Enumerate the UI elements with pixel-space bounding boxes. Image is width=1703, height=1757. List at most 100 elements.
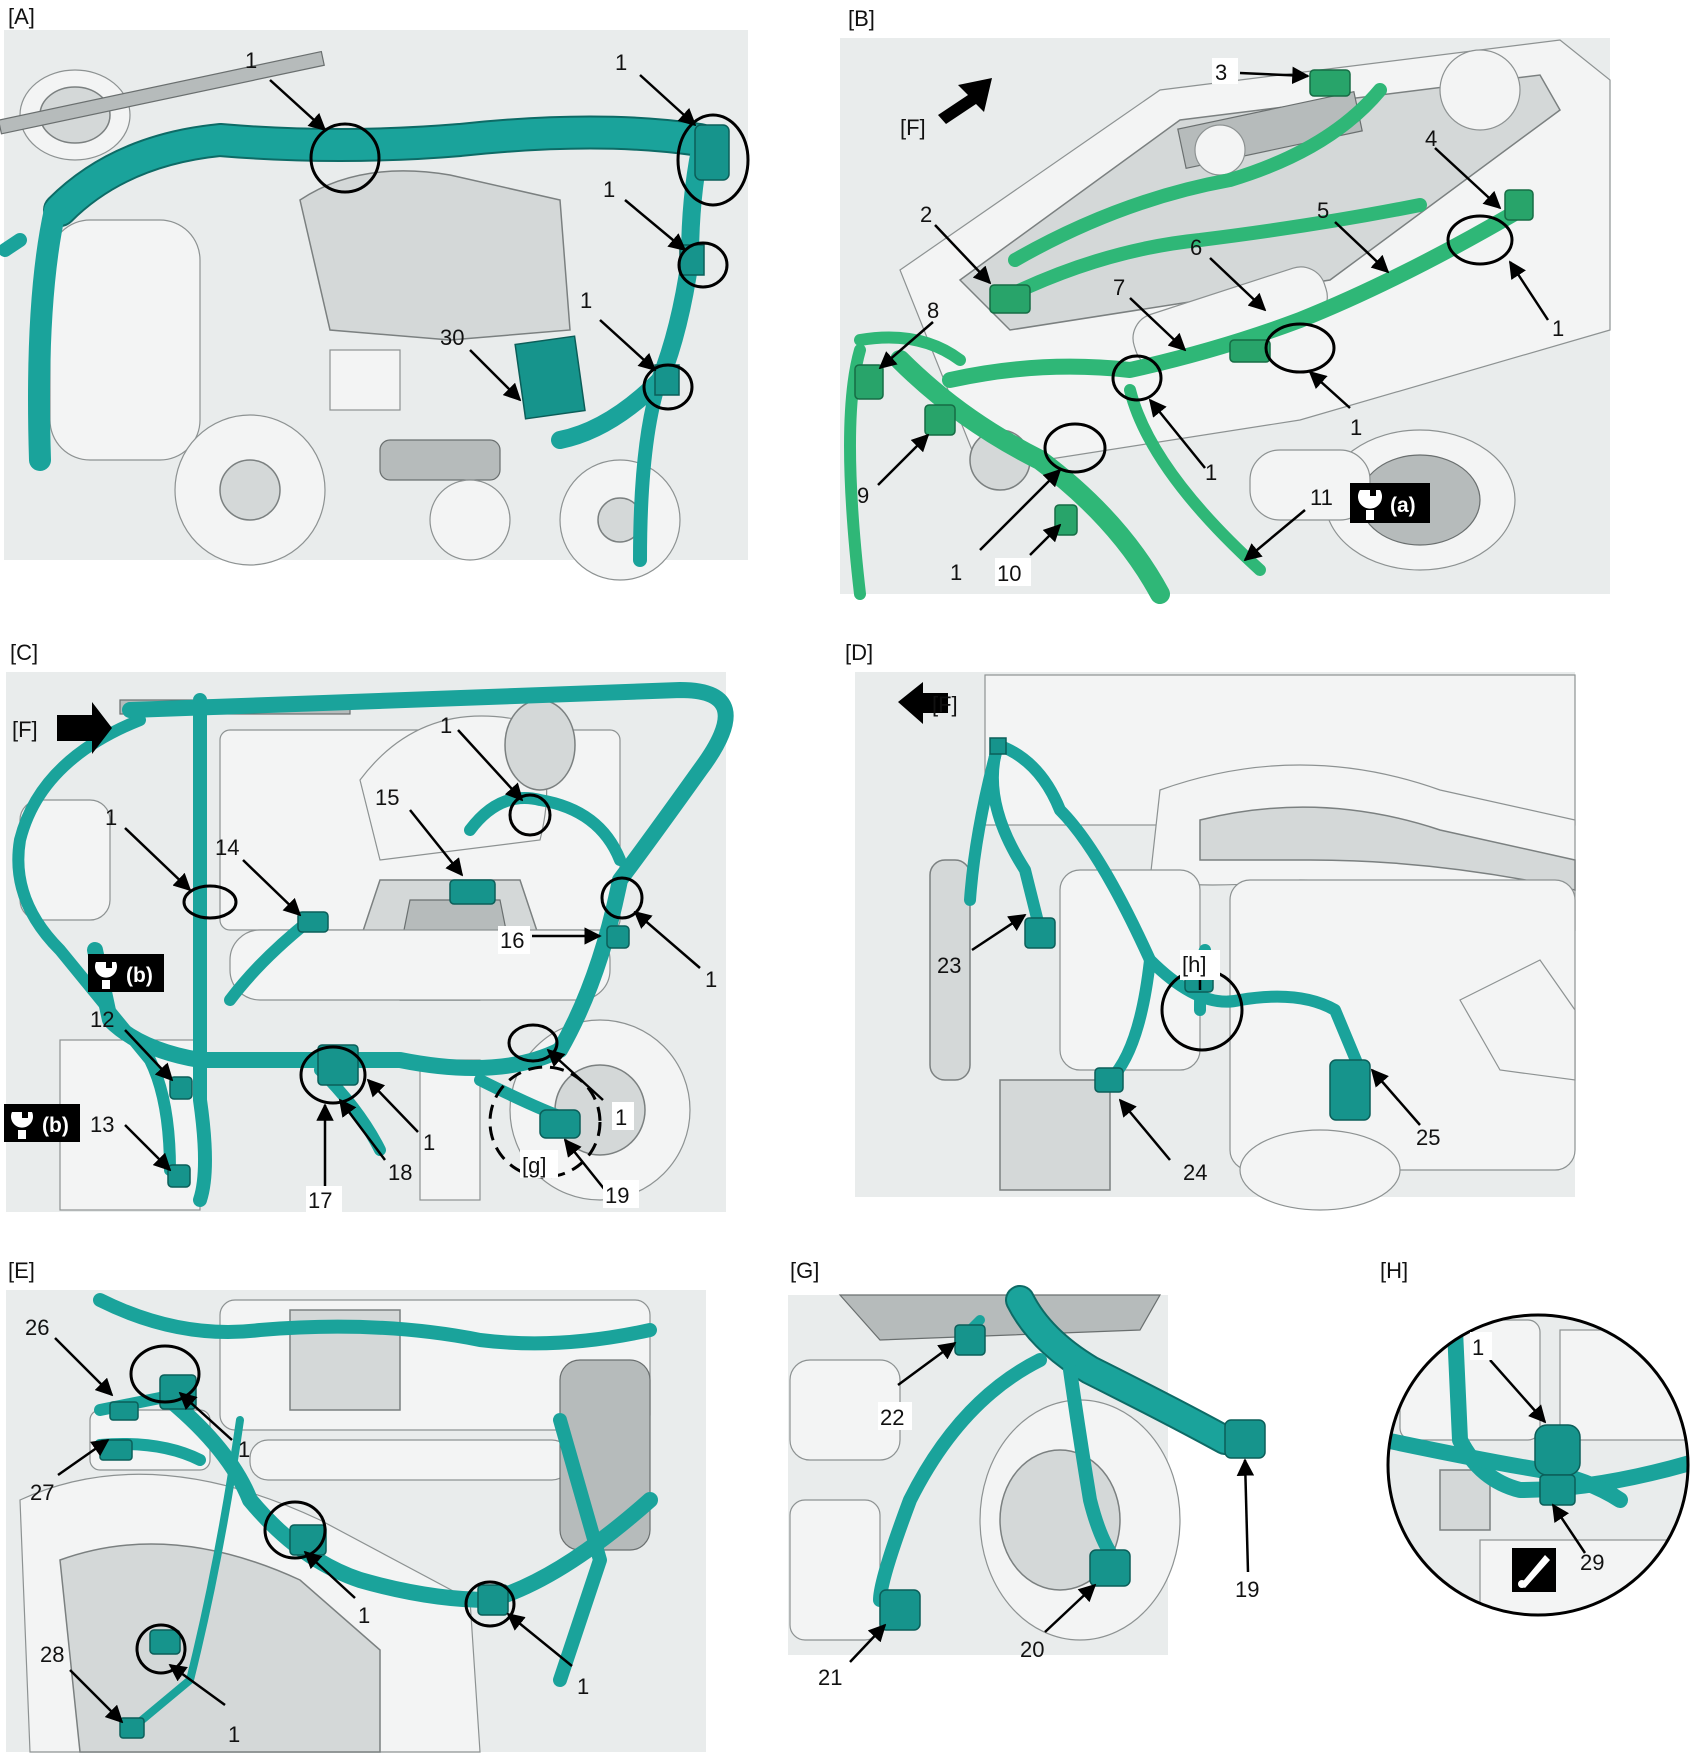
leader-line bbox=[124, 827, 192, 892]
detail-h-label: [h] bbox=[1182, 952, 1206, 977]
leader-line bbox=[1334, 221, 1390, 274]
panel-c-markers: 1 1 14 15 16 1 12 13 17 18 1 1 19 [g] [F… bbox=[4, 702, 717, 1213]
callout: 22 bbox=[880, 1405, 904, 1430]
panel-e-label: [E] bbox=[8, 1258, 35, 1283]
panel-e: [E] bbox=[6, 1258, 706, 1753]
panel-h-detail bbox=[1388, 1315, 1688, 1615]
clamp-circle bbox=[464, 1580, 516, 1628]
leader-line bbox=[124, 1124, 172, 1172]
clamp-circle bbox=[1111, 354, 1163, 402]
leader-line bbox=[57, 1438, 110, 1477]
callout: 23 bbox=[937, 953, 961, 978]
callout: 27 bbox=[30, 1480, 54, 1505]
callout: 4 bbox=[1425, 126, 1437, 151]
callout: 1 bbox=[1552, 316, 1564, 341]
leader-line bbox=[1434, 147, 1502, 210]
detail-g-label: [g] bbox=[522, 1153, 546, 1178]
panel-g-harness bbox=[873, 1285, 1266, 1631]
panel-c-harness bbox=[12, 682, 734, 1207]
front-marker: [F] bbox=[900, 115, 926, 140]
callout: 16 bbox=[500, 928, 524, 953]
leader-line bbox=[124, 1029, 174, 1082]
panel-a-markers: 1 1 1 1 30 bbox=[245, 48, 750, 411]
leader-line bbox=[409, 809, 464, 877]
leader-line bbox=[934, 224, 992, 285]
panel-e-markers: 26 27 1 1 28 1 1 bbox=[25, 1315, 589, 1747]
leader-line bbox=[506, 1612, 573, 1667]
leader-line bbox=[1239, 66, 1310, 85]
clamp-circle bbox=[309, 122, 381, 194]
callout: 14 bbox=[215, 835, 239, 860]
callout: 11 bbox=[1310, 485, 1333, 510]
leader-line bbox=[979, 468, 1062, 551]
callout: 3 bbox=[1215, 60, 1227, 85]
leader-line bbox=[457, 729, 524, 802]
leader-line bbox=[849, 1623, 887, 1663]
callout: 1 bbox=[577, 1674, 589, 1699]
leader-line bbox=[69, 1669, 124, 1724]
front-marker: [F] bbox=[12, 717, 38, 742]
leader-line bbox=[242, 859, 302, 917]
leader-line bbox=[1236, 1458, 1255, 1573]
front-arrow-icon bbox=[938, 78, 992, 124]
clamp-circle bbox=[1043, 422, 1107, 474]
panel-c-label: [C] bbox=[10, 640, 38, 665]
leader-line bbox=[338, 1098, 386, 1161]
leader-line bbox=[639, 74, 697, 127]
leader-line bbox=[1370, 1068, 1421, 1126]
leader-line bbox=[366, 1078, 419, 1133]
callout: 2 bbox=[920, 202, 932, 227]
leader-line bbox=[1118, 1098, 1171, 1161]
callout: 5 bbox=[1317, 198, 1329, 223]
callout: 1 bbox=[603, 177, 615, 202]
callout: 1 bbox=[440, 713, 452, 738]
callout: 1 bbox=[423, 1130, 435, 1155]
callout: 20 bbox=[1020, 1637, 1044, 1662]
tool-badge-label: (a) bbox=[1390, 494, 1416, 517]
callout: 1 bbox=[105, 805, 117, 830]
callout: 15 bbox=[375, 785, 399, 810]
callout: 29 bbox=[1580, 1550, 1604, 1575]
callout: 1 bbox=[615, 50, 627, 75]
callout: 12 bbox=[90, 1007, 114, 1032]
leader-line bbox=[563, 1138, 606, 1191]
panel-g: [G] 22 21 20 19 bbox=[788, 1258, 1266, 1690]
leader-line bbox=[303, 1550, 356, 1599]
leader-line bbox=[1044, 1583, 1097, 1633]
leader-line bbox=[546, 1048, 604, 1101]
callout: 1 bbox=[238, 1437, 250, 1462]
clamp-circle bbox=[299, 1045, 367, 1105]
leader-line bbox=[1508, 260, 1550, 321]
panel-b-markers: 3 2 4 5 6 7 8 9 10 11 1 1 1 1 [F] (a) bbox=[857, 58, 1564, 586]
callout: 1 bbox=[950, 560, 962, 585]
leader-line bbox=[878, 321, 934, 370]
panel-d-markers: [h] 23 24 25 [F] bbox=[898, 682, 1440, 1185]
panel-b-label: [B] bbox=[848, 6, 875, 31]
panel-c: [C] bbox=[4, 640, 734, 1213]
callout: 1 bbox=[615, 1105, 627, 1130]
front-arrow-icon bbox=[57, 702, 112, 754]
detail-g-circle bbox=[488, 1065, 602, 1179]
clamp-circle bbox=[677, 241, 729, 289]
clamp-circle bbox=[507, 1023, 559, 1063]
panel-a: [A] bbox=[0, 4, 750, 581]
leader-line bbox=[1129, 297, 1187, 352]
callout: 21 bbox=[818, 1665, 842, 1690]
leader-line bbox=[1489, 1359, 1547, 1424]
panel-b-harness bbox=[844, 69, 1534, 604]
callout: 8 bbox=[927, 298, 939, 323]
callout: 1 bbox=[228, 1722, 240, 1747]
leader-line bbox=[469, 349, 522, 402]
harness-bracket bbox=[514, 335, 586, 420]
panel-d-label: [D] bbox=[845, 640, 873, 665]
callout: 26 bbox=[25, 1315, 49, 1340]
panel-h-label: [H] bbox=[1380, 1258, 1408, 1283]
panel-g-label: [G] bbox=[790, 1258, 819, 1283]
callout: 6 bbox=[1190, 235, 1202, 260]
callout: 1 bbox=[1472, 1335, 1484, 1360]
clamp-circle bbox=[129, 1344, 201, 1404]
leader-line bbox=[1308, 370, 1351, 409]
panel-b: [B] bbox=[840, 6, 1611, 604]
leader-line bbox=[1243, 509, 1306, 562]
